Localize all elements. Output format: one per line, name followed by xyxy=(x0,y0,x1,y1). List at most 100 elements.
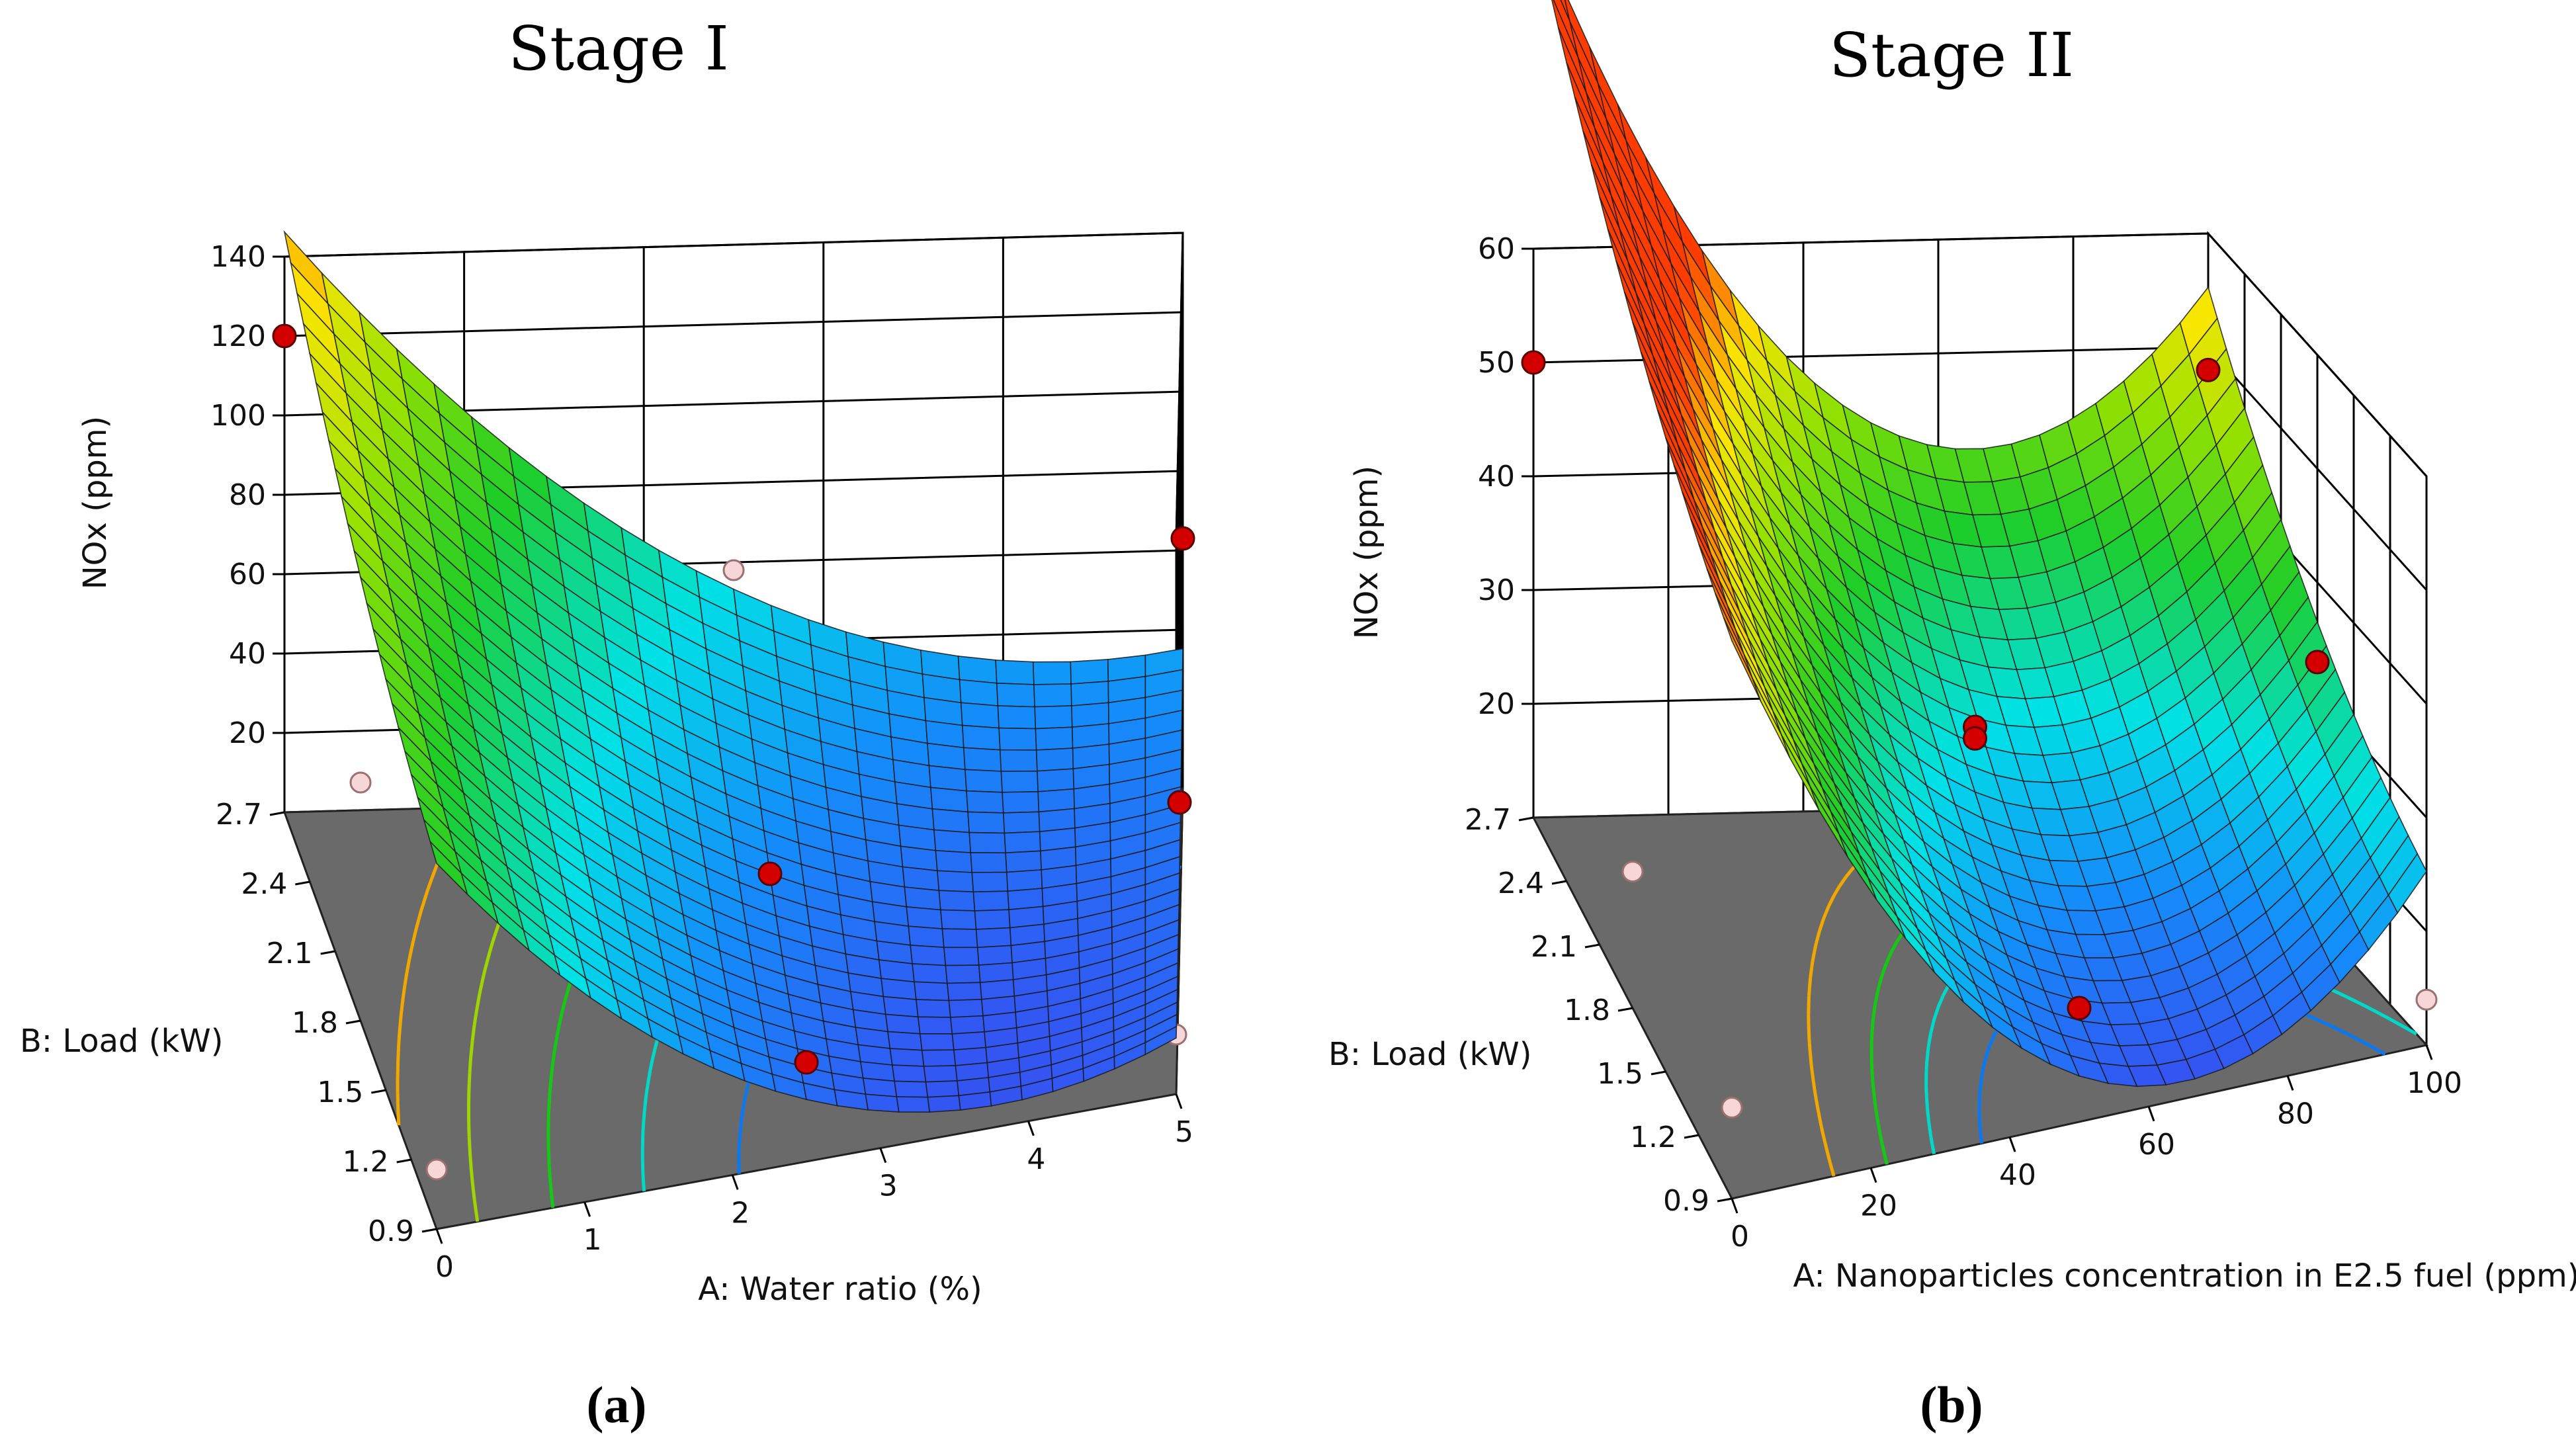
surface-cell xyxy=(996,682,1036,708)
y-tickmark xyxy=(371,1089,386,1094)
surface-cell xyxy=(912,963,948,984)
y-tickmark xyxy=(396,1158,411,1164)
y-tick-label: 1.5 xyxy=(1597,1057,1643,1091)
surface-cell xyxy=(966,790,1004,814)
y-tick-label: 1.2 xyxy=(343,1145,389,1179)
x-tick-label: 3 xyxy=(879,1170,898,1203)
surface-cell xyxy=(978,962,1014,984)
surface-cell xyxy=(916,999,951,1018)
z-tick-label: 30 xyxy=(1478,574,1515,607)
y-tick-label: 2.1 xyxy=(267,937,313,970)
x-tickmark xyxy=(731,1174,739,1190)
surface-cell xyxy=(906,906,943,929)
x-tick-label: 0 xyxy=(1731,1220,1749,1254)
surface-cell xyxy=(943,947,980,966)
x-tick-label: 40 xyxy=(1999,1158,2036,1192)
surface-cell xyxy=(1000,770,1039,793)
surface-cell xyxy=(931,808,970,833)
design-point xyxy=(1167,790,1192,815)
surface-cell xyxy=(999,749,1038,772)
surface-cell xyxy=(960,702,1000,729)
surface-cell xyxy=(921,1049,957,1067)
y-axis-label: B: Load (kW) xyxy=(1328,1036,1531,1073)
surface-cell xyxy=(972,890,1009,912)
surface-cell xyxy=(925,1080,960,1098)
surface-cell xyxy=(998,727,1037,751)
surface-cell xyxy=(937,870,974,893)
y-tick-label: 0.9 xyxy=(1663,1184,1709,1218)
surface-cell xyxy=(891,1064,927,1083)
design-point xyxy=(272,323,297,349)
design-points-behind xyxy=(1621,861,2438,1119)
design-point-hidden xyxy=(1721,1096,1743,1119)
surface-cell xyxy=(1070,681,1109,706)
y-tickmark xyxy=(1551,880,1567,885)
z-tick-label: 60 xyxy=(1478,232,1515,266)
x-axis-label: A: Water ratio (%) xyxy=(698,1271,982,1308)
surface-cell xyxy=(961,724,1001,751)
surface-cell xyxy=(938,890,976,912)
surface-cell xyxy=(917,1016,953,1035)
x-tick-label: 100 xyxy=(2407,1066,2462,1100)
surface-cell xyxy=(948,998,984,1018)
z-tick-label: 40 xyxy=(1478,460,1515,493)
panel-a: 20 40 60 80 100 120 140 0 1 2 3 4 5 0.9 1.2 1.5 1.8 2.1 2.… xyxy=(20,13,1195,1433)
surface-cell xyxy=(910,945,947,966)
surface-cell xyxy=(1002,811,1041,834)
surface-cell xyxy=(889,1048,925,1067)
surface-cell xyxy=(963,747,1002,772)
y-tickmark xyxy=(1617,1007,1633,1012)
x-axis-label: A: Nanoparticles concentration in E2.5 f… xyxy=(1793,1257,2576,1295)
y-tickmark xyxy=(320,950,335,955)
y-axis-label: B: Load (kW) xyxy=(20,1023,223,1060)
surface-cell xyxy=(940,909,977,930)
design-point-hidden xyxy=(2415,988,2438,1011)
z-tick-label: 40 xyxy=(229,637,266,671)
design-point xyxy=(757,861,783,886)
y-tickmark xyxy=(1518,816,1534,822)
z-tick-label: 60 xyxy=(229,558,266,591)
surface-cell xyxy=(896,1096,931,1113)
x-tickmark xyxy=(435,1228,443,1244)
x-tick-label: 1 xyxy=(583,1223,602,1257)
surface-cell xyxy=(975,927,1012,949)
z-tick-label: 50 xyxy=(1478,346,1515,380)
x-tickmark xyxy=(1731,1198,1739,1214)
response-surface xyxy=(1551,0,2427,1087)
surface-cell xyxy=(933,829,972,853)
panel-caption: (b) xyxy=(1920,1376,1983,1433)
y-tick-label: 2.7 xyxy=(1465,803,1511,837)
z-axis-label: NOx (ppm) xyxy=(1348,466,1385,640)
z-tick-label: 100 xyxy=(210,399,266,433)
y-tickmark xyxy=(1651,1070,1666,1076)
surface-cell xyxy=(947,982,982,1001)
y-tickmark xyxy=(295,880,310,886)
surface-cell xyxy=(919,1033,955,1051)
design-point-hidden xyxy=(1621,861,1644,883)
surface-cell xyxy=(971,871,1009,893)
surface-cell xyxy=(1037,788,1075,813)
y-tick-label: 2.1 xyxy=(1531,930,1577,964)
x-tickmark xyxy=(2008,1136,2016,1152)
surface-cell xyxy=(904,886,941,911)
surface-cell xyxy=(1032,661,1072,685)
x-tick-label: 20 xyxy=(1860,1189,1897,1223)
surface-cell xyxy=(968,831,1006,854)
x-tick-label: 80 xyxy=(2277,1097,2314,1130)
surface-cell xyxy=(887,1031,923,1051)
y-tickmark xyxy=(345,1019,361,1025)
surface-cell xyxy=(914,981,950,1001)
z-tick-label: 20 xyxy=(1478,687,1515,721)
design-point xyxy=(2196,357,2221,382)
surface-cell xyxy=(976,945,1013,966)
z-gridline xyxy=(284,311,1184,618)
response-surface xyxy=(283,230,1183,1113)
surface-cell xyxy=(923,1065,958,1083)
x-tick-label: 60 xyxy=(2138,1128,2175,1162)
x-tick-label: 5 xyxy=(1175,1115,1193,1149)
surface-cell xyxy=(935,849,973,873)
design-point xyxy=(1170,526,1195,551)
chart-title: Stage II xyxy=(1829,20,2074,91)
y-tick-label: 1.8 xyxy=(292,1006,338,1040)
surface-cell xyxy=(1035,726,1074,751)
